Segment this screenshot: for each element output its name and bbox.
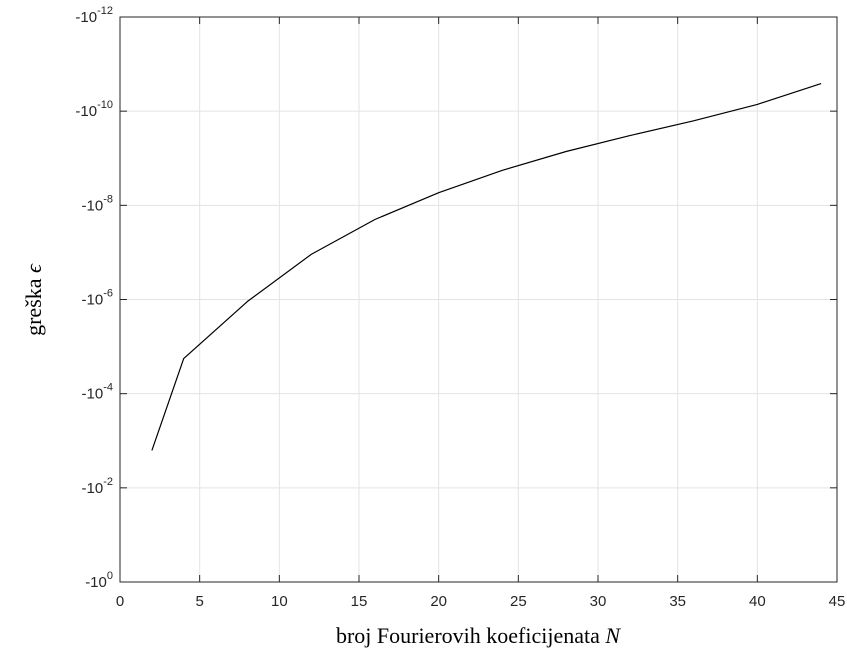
x-tick-label: 5 xyxy=(195,593,203,610)
y-tick-labels: -100-10-2-10-4-10-6-10-8-10-10-10-12 xyxy=(75,5,113,591)
plot-frame xyxy=(119,16,838,583)
x-axis-title: broj Fourierovih koeficijenata N xyxy=(336,623,621,648)
x-axis-symbol: N xyxy=(604,623,621,648)
x-tick-label: 10 xyxy=(271,593,288,610)
x-tick-label: 25 xyxy=(510,593,527,610)
y-tick-label: -10-6 xyxy=(82,288,113,309)
y-tick-label-base: -10 xyxy=(75,9,97,26)
y-tick-label-base: -10 xyxy=(85,574,107,591)
grid xyxy=(119,16,838,583)
y-tick-label: -10-2 xyxy=(82,476,113,497)
y-tick-label: -10-12 xyxy=(75,5,113,26)
x-tick-label: 45 xyxy=(829,593,846,610)
y-tick-label-exponent: -8 xyxy=(103,193,113,205)
y-tick-label: -100 xyxy=(85,570,113,591)
series-line xyxy=(151,83,822,451)
x-axis-title-text: broj Fourierovih koeficijenata xyxy=(336,623,600,648)
x-tick-label: 0 xyxy=(116,593,124,610)
x-tick-label: 15 xyxy=(351,593,368,610)
y-tick-label-exponent: 0 xyxy=(107,570,113,582)
y-tick-label-base: -10 xyxy=(75,103,97,120)
y-tick-label-exponent: -4 xyxy=(103,382,113,394)
y-axis-title: greška ϵ xyxy=(21,263,46,336)
y-tick-label-base: -10 xyxy=(82,197,104,214)
y-tick-label-exponent: -10 xyxy=(97,99,113,111)
y-tick-label-exponent: -12 xyxy=(97,5,113,17)
y-tick-label: -10-4 xyxy=(82,382,113,403)
y-tick-label: -10-8 xyxy=(82,193,113,214)
x-tick-label: 30 xyxy=(590,593,607,610)
x-tick-label: 35 xyxy=(669,593,686,610)
y-axis-title-text: greška xyxy=(21,278,46,336)
y-tick-label-base: -10 xyxy=(82,480,104,497)
y-axis-symbol: ϵ xyxy=(21,263,46,273)
y-tick-label-base: -10 xyxy=(82,386,104,403)
y-tick-label-base: -10 xyxy=(82,292,104,309)
y-tick-label-exponent: -2 xyxy=(103,476,113,488)
x-tick-labels: 0 5 10 15 20 25 30 35 40 45 xyxy=(116,593,846,610)
y-tick-label-exponent: -6 xyxy=(103,288,113,300)
x-tick-label: 40 xyxy=(749,593,766,610)
x-tick-label: 20 xyxy=(430,593,447,610)
data-series xyxy=(151,83,822,451)
y-tick-label: -10-10 xyxy=(75,99,113,120)
